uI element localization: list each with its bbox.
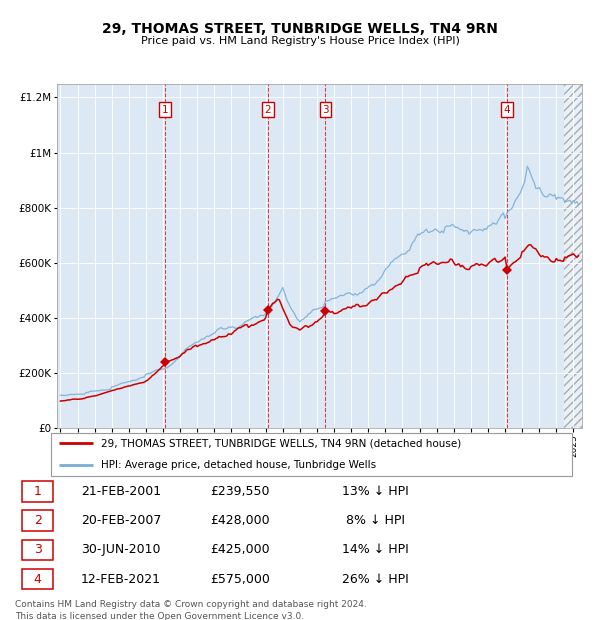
Bar: [563, 84, 582, 428]
FancyBboxPatch shape: [50, 433, 572, 476]
FancyBboxPatch shape: [22, 510, 53, 531]
Text: 26% ↓ HPI: 26% ↓ HPI: [342, 573, 409, 586]
Text: HPI: Average price, detached house, Tunbridge Wells: HPI: Average price, detached house, Tunb…: [101, 460, 376, 470]
Text: 20-FEB-2007: 20-FEB-2007: [81, 514, 161, 527]
Text: 4: 4: [504, 105, 511, 115]
Text: 4: 4: [34, 573, 42, 586]
Text: 3: 3: [34, 543, 42, 556]
Text: 3: 3: [322, 105, 329, 115]
Text: Contains HM Land Registry data © Crown copyright and database right 2024.
This d: Contains HM Land Registry data © Crown c…: [15, 600, 367, 620]
FancyBboxPatch shape: [22, 569, 53, 590]
Text: 13% ↓ HPI: 13% ↓ HPI: [342, 485, 409, 498]
Text: 29, THOMAS STREET, TUNBRIDGE WELLS, TN4 9RN: 29, THOMAS STREET, TUNBRIDGE WELLS, TN4 …: [102, 22, 498, 36]
Text: 12-FEB-2021: 12-FEB-2021: [81, 573, 161, 586]
Text: 30-JUN-2010: 30-JUN-2010: [81, 543, 161, 556]
Text: 1: 1: [162, 105, 169, 115]
Text: £428,000: £428,000: [210, 514, 269, 527]
Text: 1: 1: [34, 485, 42, 498]
Text: 14% ↓ HPI: 14% ↓ HPI: [342, 543, 409, 556]
Text: 8% ↓ HPI: 8% ↓ HPI: [342, 514, 405, 527]
FancyBboxPatch shape: [22, 481, 53, 502]
Text: Price paid vs. HM Land Registry's House Price Index (HPI): Price paid vs. HM Land Registry's House …: [140, 36, 460, 46]
Text: 2: 2: [265, 105, 271, 115]
Text: £239,550: £239,550: [210, 485, 269, 498]
FancyBboxPatch shape: [22, 539, 53, 560]
Text: 21-FEB-2001: 21-FEB-2001: [81, 485, 161, 498]
Text: 2: 2: [34, 514, 42, 527]
Text: £575,000: £575,000: [210, 573, 270, 586]
Text: £425,000: £425,000: [210, 543, 269, 556]
Text: 29, THOMAS STREET, TUNBRIDGE WELLS, TN4 9RN (detached house): 29, THOMAS STREET, TUNBRIDGE WELLS, TN4 …: [101, 438, 461, 448]
Bar: [563, 84, 582, 428]
